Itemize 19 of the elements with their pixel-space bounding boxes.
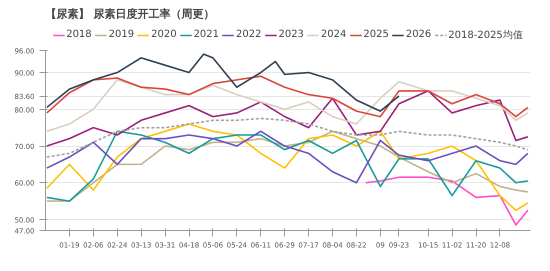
line-series [46,90,529,147]
legend-label: 2024 [320,29,346,40]
line-series [46,130,529,202]
line-series [364,176,529,226]
line-series [46,123,529,212]
legend-label: 2023 [278,29,304,40]
legend-label: 2026 [406,29,432,40]
legend-label: 2021 [194,29,220,40]
line-series [46,75,529,118]
legend-label: 2022 [236,29,262,40]
legend-label: 2025 [363,29,389,40]
legend-label: 2019 [108,29,134,40]
legend-label: 2020 [151,29,177,40]
line-series [46,79,529,132]
line-series [46,130,529,184]
chart-title: 【尿素】 尿素日度开工率（周更） [46,8,214,20]
legend-label: 2018 [66,29,92,40]
line-series [46,53,400,112]
legend-label: 2018-2025均值 [448,28,523,42]
